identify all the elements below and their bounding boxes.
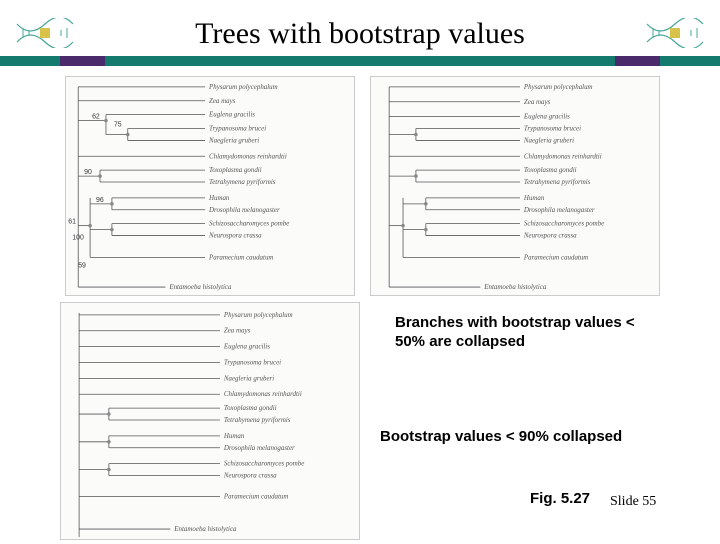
svg-text:Euglena gracilis: Euglena gracilis [223,343,270,351]
dna-icon-left [15,18,75,48]
svg-text:Toxoplasma gondii: Toxoplasma gondii [224,404,277,412]
tree-panel-collapsed-50: Physarum polycephalum Zea mays Euglena g… [370,76,660,296]
svg-text:Schizosaccharomyces pombe: Schizosaccharomyces pombe [224,460,304,468]
svg-text:Drosophila melanogaster: Drosophila melanogaster [208,207,280,214]
svg-text:Tetrahymena pyriformis: Tetrahymena pyriformis [524,179,591,186]
svg-text:Zea mays: Zea mays [209,98,236,105]
svg-text:Human: Human [208,195,230,202]
svg-text:Tetrahymena pyriformis: Tetrahymena pyriformis [224,416,291,424]
svg-text:Paramecium caudatum: Paramecium caudatum [223,492,289,500]
svg-text:Drosophila melanogaster: Drosophila melanogaster [523,207,595,214]
svg-text:Neurospora crassa: Neurospora crassa [523,233,577,240]
svg-text:Paramecium caudatum: Paramecium caudatum [208,254,273,261]
svg-text:Schizosaccharomyces pombe: Schizosaccharomyces pombe [209,221,289,228]
svg-text:Paramecium caudatum: Paramecium caudatum [523,254,588,261]
svg-text:Zea mays: Zea mays [224,327,251,335]
svg-text:Trypanosoma brucei: Trypanosoma brucei [224,358,281,366]
svg-text:Euglena gracilis: Euglena gracilis [523,114,570,121]
svg-text:Entamoeba histolytica: Entamoeba histolytica [173,525,237,533]
slide-number: Slide 55 [610,494,656,510]
tree-panel-full: Physarum polycephalum Zea mays Euglena g… [65,76,355,296]
svg-text:Human: Human [223,432,245,440]
svg-text:96: 96 [96,197,104,204]
svg-text:Chlamydomonas reinhardtii: Chlamydomonas reinhardtii [224,390,302,398]
phylogeny-tree-full: Physarum polycephalum Zea mays Euglena g… [66,77,354,295]
svg-text:Entamoeba histolytica: Entamoeba histolytica [168,284,232,291]
svg-text:Physarum polycephalum: Physarum polycephalum [523,84,593,91]
tree-panel-collapsed-90: Physarum polycephalum Zea mays Euglena g… [60,302,360,540]
caption-collapsed-90: Bootstrap values < 90% collapsed [380,428,700,447]
phylogeny-tree-collapsed-90: Physarum polycephalum Zea mays Euglena g… [61,303,359,539]
svg-text:61: 61 [68,219,76,226]
svg-text:Zea mays: Zea mays [524,99,551,106]
svg-text:Neurospora crassa: Neurospora crassa [223,472,277,480]
phylogeny-tree-collapsed-50: Physarum polycephalum Zea mays Euglena g… [371,77,659,295]
svg-text:Schizosaccharomyces pombe: Schizosaccharomyces pombe [524,221,604,228]
page-title: Trees with bootstrap values [195,17,525,51]
svg-text:Human: Human [523,195,545,202]
svg-text:Chlamydomonas reinhardtii: Chlamydomonas reinhardtii [209,153,287,160]
svg-text:Drosophila melanogaster: Drosophila melanogaster [223,444,295,452]
svg-text:Toxoplasma gondii: Toxoplasma gondii [524,167,577,174]
caption-collapsed-50: Branches with bootstrap values < 50% are… [395,314,655,352]
dna-icon-right [645,18,705,48]
svg-text:Toxoplasma gondii: Toxoplasma gondii [209,167,262,174]
svg-text:Trypanosoma brucei: Trypanosoma brucei [524,126,581,133]
header-divider [0,56,720,66]
svg-text:Entamoeba histolytica: Entamoeba histolytica [483,284,547,291]
svg-text:59: 59 [78,262,86,269]
svg-text:Physarum polycephalum: Physarum polycephalum [223,311,293,319]
svg-text:100: 100 [72,235,84,242]
svg-text:90: 90 [84,169,92,176]
svg-text:75: 75 [114,122,122,129]
svg-text:Trypanosoma brucei: Trypanosoma brucei [209,126,266,133]
svg-text:Naegleria gruberi: Naegleria gruberi [523,137,574,144]
svg-text:Physarum polycephalum: Physarum polycephalum [208,84,278,91]
svg-text:Naegleria gruberi: Naegleria gruberi [223,374,274,382]
svg-text:62: 62 [92,114,100,121]
figure-label: Fig. 5.27 [530,490,590,507]
svg-text:Chlamydomonas reinhardtii: Chlamydomonas reinhardtii [524,153,602,160]
svg-text:Neurospora crassa: Neurospora crassa [208,233,262,240]
svg-text:Naegleria gruberi: Naegleria gruberi [208,137,259,144]
svg-text:Euglena gracilis: Euglena gracilis [208,112,255,119]
svg-text:Tetrahymena pyriformis: Tetrahymena pyriformis [209,179,276,186]
